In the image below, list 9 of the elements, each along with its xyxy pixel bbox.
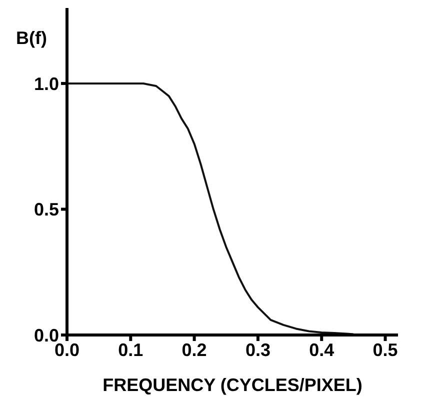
y-tick-label: 0.5 bbox=[34, 200, 59, 220]
x-tick-label: 0.2 bbox=[182, 340, 207, 360]
x-axis-title: FREQUENCY (CYCLES/PIXEL) bbox=[102, 375, 362, 395]
x-tick-label: 0.4 bbox=[309, 340, 334, 360]
x-tick-label: 0.5 bbox=[372, 340, 398, 360]
y-axis-title: B(f) bbox=[16, 28, 47, 49]
x-tick-label: 0.1 bbox=[118, 340, 144, 360]
y-tick-label: 1.0 bbox=[34, 74, 59, 94]
x-tick-label: 0.3 bbox=[245, 340, 270, 360]
